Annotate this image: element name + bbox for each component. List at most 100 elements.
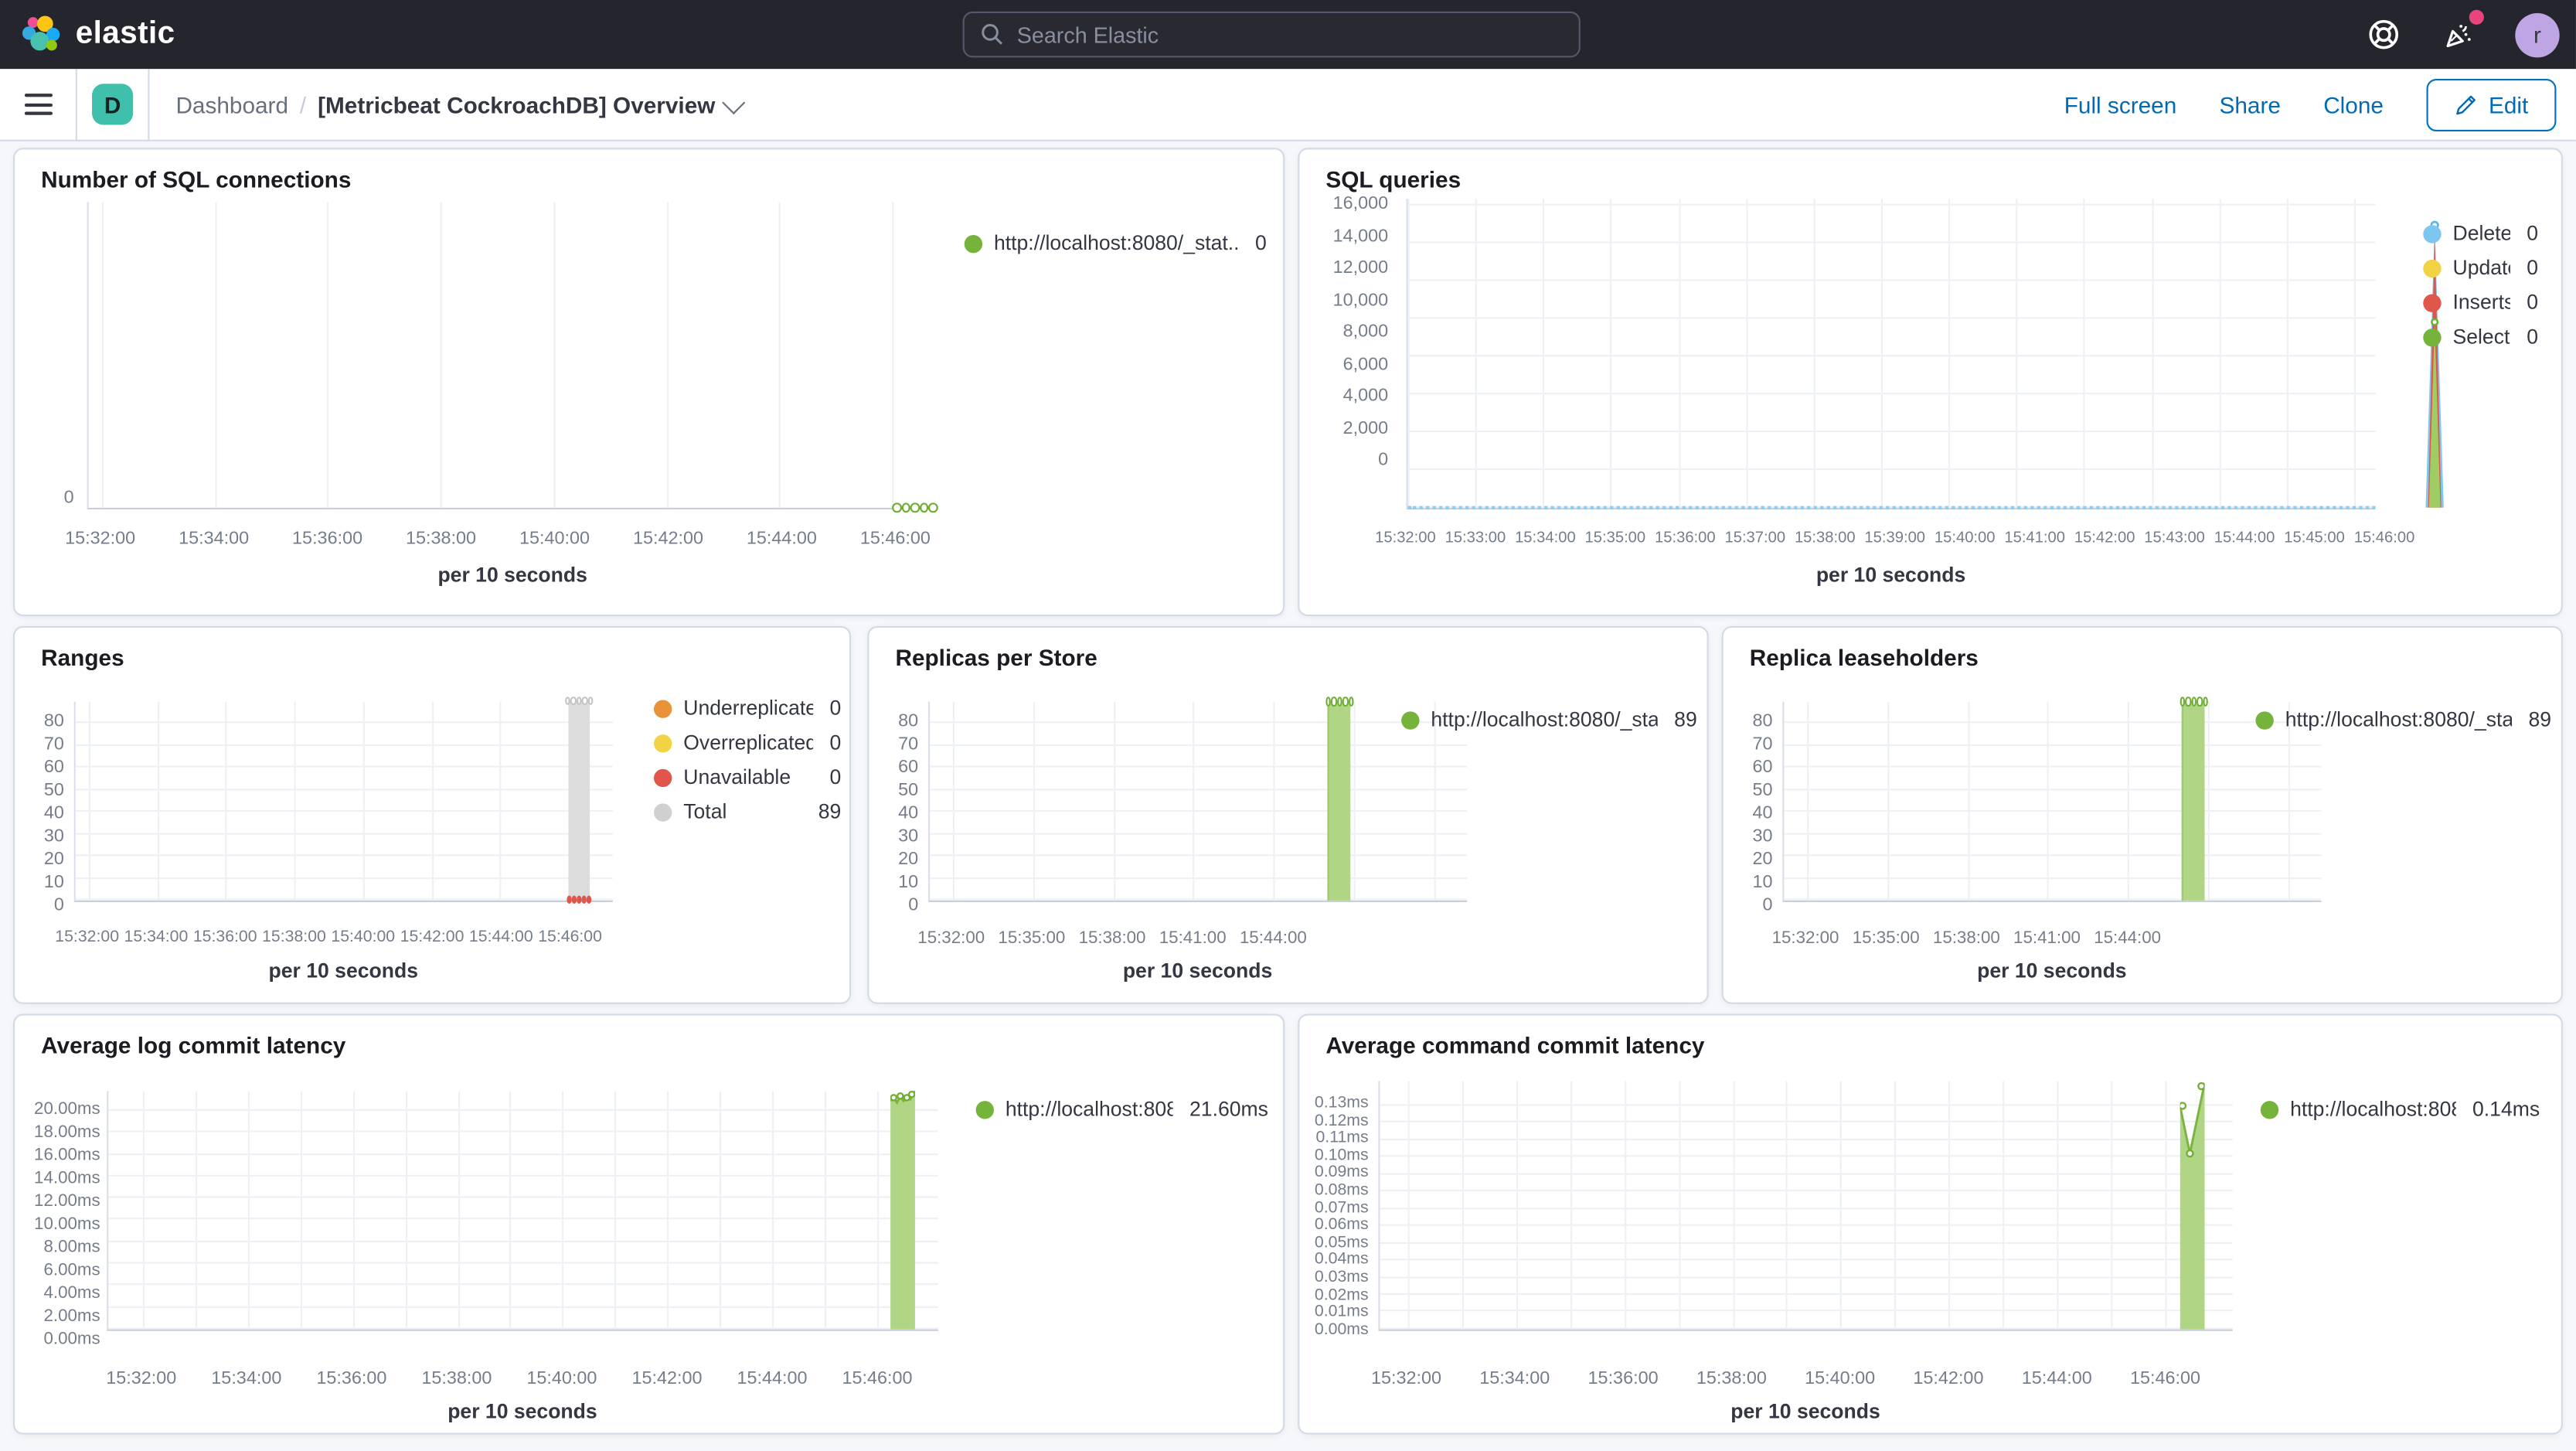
legend-label: Overreplicated: [683, 731, 814, 754]
legend-item[interactable]: http://localhost:808... 21.60ms: [975, 1098, 1268, 1121]
x-tick-label: 15:38:00: [1696, 1368, 1767, 1389]
panel-ranges: Ranges 80 70 60 50 40 30 20 10 0 15:32:00 15:34:0…: [13, 625, 852, 1004]
y-axis: 80 70 60 50 40 30 20 10 0: [869, 710, 918, 915]
legend-item[interactable]: http://localhost:8080/_stat... 0: [964, 232, 1267, 254]
series-marker: [2202, 697, 2208, 707]
space-switcher[interactable]: D: [77, 69, 150, 140]
y-tick-label: 80: [1752, 711, 1773, 731]
x-tick-label: 15:35:00: [1852, 928, 1920, 949]
series-marker: [2191, 697, 2197, 707]
legend-item[interactable]: Selects 0: [2423, 325, 2538, 349]
gridline: [1033, 701, 1035, 901]
gridline: [1407, 317, 2376, 319]
plot-area[interactable]: [1782, 697, 2322, 902]
global-search-input[interactable]: Search Elastic: [962, 11, 1581, 58]
legend-value: 0: [829, 697, 842, 720]
y-tick-label: 60: [1752, 757, 1773, 778]
gridline: [405, 1091, 407, 1330]
legend-value: 0: [2527, 256, 2539, 280]
gridline: [327, 202, 329, 508]
y-tick-label: 0.01ms: [1314, 1303, 1369, 1322]
plot-area[interactable]: [1406, 199, 2444, 509]
gridline: [1380, 1121, 2233, 1123]
navbar: D Dashboard / [Metricbeat CockroachDB] O…: [0, 69, 2576, 141]
gridline: [930, 809, 1468, 812]
gridline: [108, 1174, 938, 1177]
gridline: [1894, 1081, 1897, 1330]
legend-item[interactable]: http://localhost:8080... 0.14ms: [2260, 1098, 2540, 1121]
gridline: [2047, 701, 2050, 901]
legend-item[interactable]: Updates 0: [2423, 256, 2539, 280]
panel-replicas-per-store: Replicas per Store 80 70 60 50 40 30 20 10 0 15:…: [867, 625, 1709, 1004]
breadcrumb-dashboard-link[interactable]: Dashboard: [175, 90, 289, 118]
help-icon[interactable]: [2364, 15, 2404, 54]
edit-button[interactable]: Edit: [2426, 77, 2557, 131]
y-axis: 0: [41, 486, 74, 509]
series-marker: [2185, 697, 2192, 707]
series-color-dot: [2423, 328, 2442, 346]
plot-area[interactable]: [73, 697, 613, 904]
legend-item[interactable]: Overreplicated 0: [653, 731, 841, 754]
y-tick-label: 0.08ms: [1314, 1181, 1369, 1200]
x-tick-label: 15:34:00: [1479, 1368, 1550, 1389]
gridline: [226, 701, 228, 901]
gridline: [2151, 199, 2153, 508]
x-tick-label: 15:44:00: [1239, 928, 1307, 949]
series-marker: [571, 895, 577, 904]
series-marker: [919, 502, 929, 513]
x-axis: 15:32:00 15:34:00 15:36:00 15:38:00 15:40:00…: [53, 928, 604, 946]
gridline: [75, 721, 613, 724]
series-marker: [587, 697, 594, 705]
legend-item[interactable]: Inserts 0: [2423, 291, 2538, 314]
gridline: [1380, 1224, 2233, 1227]
vertical-gridlines: [1407, 1081, 2167, 1330]
share-button[interactable]: Share: [2219, 90, 2281, 118]
legend-label: Selects: [2452, 325, 2510, 349]
y-axis: 0.13ms 0.12ms 0.11ms 0.10ms 0.09ms 0.08ms 0.07…: [1299, 1094, 1369, 1340]
newsfeed-icon[interactable]: [2440, 9, 2484, 54]
total-bar: [565, 697, 594, 904]
menu-button[interactable]: [0, 69, 77, 140]
gridline: [1193, 701, 1196, 901]
gridline: [930, 877, 1468, 879]
plot-area[interactable]: [927, 697, 1468, 902]
legend-value: 0: [829, 765, 842, 789]
series-marker: [586, 895, 592, 904]
gridline: [75, 743, 613, 745]
pencil-icon: [2455, 94, 2476, 114]
x-tick-label: 15:34:00: [211, 1368, 282, 1389]
gridline: [2353, 199, 2357, 508]
legend-item[interactable]: Total 89: [653, 800, 841, 823]
x-tick-label: 15:38:00: [1932, 928, 2000, 949]
plot-area[interactable]: [107, 1090, 938, 1331]
legend-item[interactable]: Unavailable 0: [653, 765, 842, 789]
gridline: [1610, 199, 1613, 508]
series-markers: [2180, 697, 2208, 707]
gridline: [1786, 1081, 1788, 1330]
elastic-logo[interactable]: elastic: [20, 13, 175, 56]
plot-area[interactable]: [1378, 1081, 2233, 1331]
series-color-dot: [2255, 710, 2274, 729]
search-icon: [982, 24, 1003, 45]
avatar[interactable]: r: [2515, 12, 2560, 57]
series-color-dot: [2423, 293, 2442, 312]
chevron-down-icon[interactable]: [722, 90, 747, 114]
y-tick-label: 0.13ms: [1314, 1094, 1369, 1113]
plot-area[interactable]: [87, 202, 938, 513]
legend-item[interactable]: Underreplicated 0: [653, 697, 842, 720]
gridline: [562, 1091, 564, 1330]
gridline: [88, 701, 90, 901]
clone-button[interactable]: Clone: [2323, 90, 2384, 118]
full-screen-button[interactable]: Full screen: [2064, 90, 2177, 118]
legend-item[interactable]: Deletes 0: [2423, 222, 2538, 245]
page-title[interactable]: [Metricbeat CockroachDB] Overview: [318, 90, 716, 118]
gridline: [825, 1091, 827, 1330]
x-axis-title: per 10 seconds: [447, 1400, 597, 1423]
legend-item[interactable]: http://localhost:8080/_sta... 89: [1401, 708, 1697, 731]
legend-item[interactable]: http://localhost:8080/_sta... 89: [2255, 708, 2551, 731]
series-color-dot: [653, 734, 672, 752]
edit-button-label: Edit: [2489, 90, 2529, 118]
y-tick-label: 80: [43, 711, 64, 731]
gridline: [1784, 854, 2322, 857]
legend: http://localhost:8080... 0.14ms: [2260, 1098, 2540, 1133]
